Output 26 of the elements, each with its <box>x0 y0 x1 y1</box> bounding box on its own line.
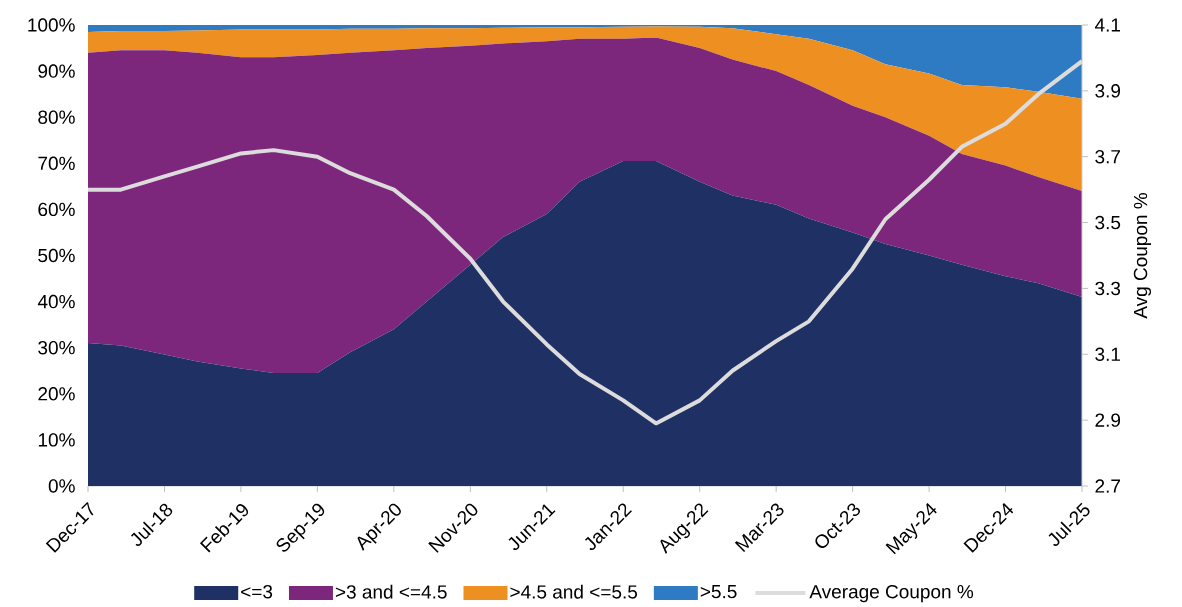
y-tick-label: 70% <box>38 156 75 171</box>
y-tick-label: 40% <box>37 294 75 309</box>
y2-tick-label: 4.1 <box>1094 18 1121 32</box>
y-tick-label: 100% <box>28 18 75 32</box>
y-tick-label: 90% <box>38 64 75 78</box>
y-tick-label: 0% <box>48 479 75 493</box>
y2-tick-label: 3.5 <box>1095 215 1121 230</box>
y-tick-label: 50% <box>38 248 75 263</box>
y2-tick-label: 2.7 <box>1095 479 1120 493</box>
y2-tick-label: 2.9 <box>1095 413 1121 427</box>
y-tick-label: 10% <box>38 433 75 447</box>
legend-label: >5.5 <box>700 585 737 599</box>
legend-label: Average Coupon % <box>809 584 974 603</box>
y-tick-label: 80% <box>38 110 75 124</box>
legend-label: >3 and <=4.5 <box>335 584 447 599</box>
y2-tick-label: 3.7 <box>1095 149 1120 164</box>
y2-axis-title: Avg Coupon % <box>1133 193 1152 319</box>
legend-label: <=3 <box>241 584 273 599</box>
y-tick-label: 30% <box>38 340 75 355</box>
y-tick-label: 60% <box>38 202 75 217</box>
y2-tick-label: 3.3 <box>1095 281 1121 296</box>
y-tick-label: 20% <box>38 387 75 401</box>
y2-tick-label: 3.1 <box>1095 347 1121 361</box>
y2-tick-label: 3.9 <box>1095 84 1121 98</box>
legend-label: >4.5 and <=5.5 <box>510 584 638 599</box>
line-series <box>88 59 1082 426</box>
